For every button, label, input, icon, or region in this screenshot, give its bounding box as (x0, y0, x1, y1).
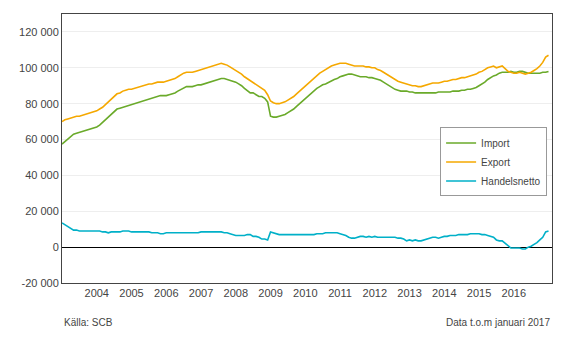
svg-text:2004: 2004 (85, 287, 109, 299)
svg-text:40 000: 40 000 (25, 169, 59, 181)
svg-text:80 000: 80 000 (25, 98, 59, 110)
svg-text:2007: 2007 (189, 287, 213, 299)
svg-text:100 000: 100 000 (19, 62, 59, 74)
svg-text:20 000: 20 000 (25, 205, 59, 217)
svg-text:120 000: 120 000 (19, 26, 59, 38)
svg-text:2012: 2012 (363, 287, 387, 299)
svg-text:2008: 2008 (224, 287, 248, 299)
svg-text:0: 0 (53, 241, 59, 253)
svg-text:2015: 2015 (467, 287, 491, 299)
svg-text:-20 000: -20 000 (21, 277, 58, 289)
svg-text:2011: 2011 (328, 287, 352, 299)
svg-text:Källa: SCB: Källa: SCB (64, 317, 113, 328)
svg-text:Handelsnetto: Handelsnetto (481, 176, 540, 187)
svg-text:Export: Export (481, 157, 510, 168)
svg-text:Import: Import (481, 138, 510, 149)
svg-text:2005: 2005 (119, 287, 143, 299)
svg-text:2014: 2014 (432, 287, 456, 299)
svg-text:2006: 2006 (154, 287, 178, 299)
svg-text:2016: 2016 (502, 287, 526, 299)
svg-text:2009: 2009 (258, 287, 282, 299)
svg-text:60 000: 60 000 (25, 133, 59, 145)
svg-text:2013: 2013 (397, 287, 421, 299)
svg-text:Data t.o.m januari 2017: Data t.o.m januari 2017 (446, 317, 550, 328)
svg-text:2010: 2010 (293, 287, 317, 299)
